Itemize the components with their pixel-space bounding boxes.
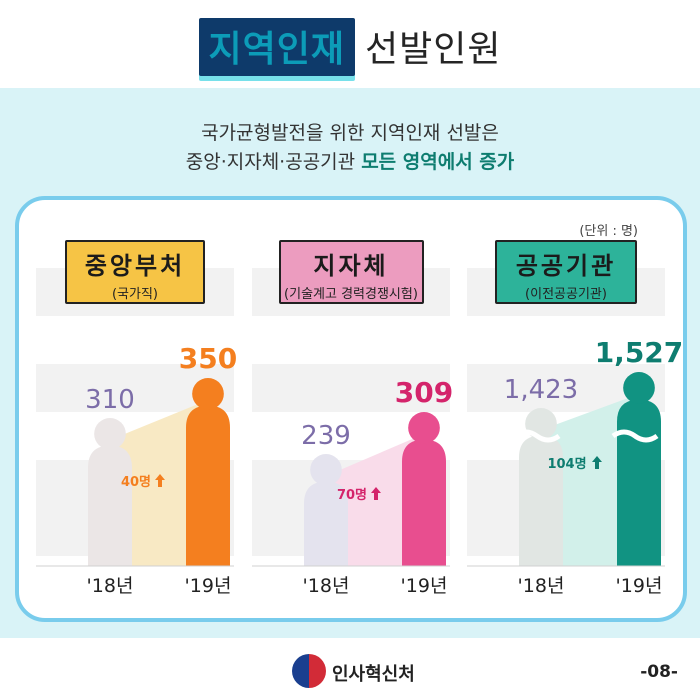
chart-panel — [467, 268, 665, 616]
grid-stripe — [36, 508, 234, 556]
chart-title: 지자체 — [313, 252, 389, 280]
page-title: 지역인재 선발인원 — [0, 18, 700, 76]
taegeuk-logo-icon — [292, 654, 326, 688]
chart-subtitle: (기술계고 경력경쟁시험) — [284, 287, 418, 302]
org-name: 인사혁신처 — [332, 664, 415, 685]
chart-subtitle: (국가직) — [111, 287, 159, 302]
grid-stripe — [252, 364, 450, 412]
chart-title-box: 공공기관 (이전공공기관) — [495, 240, 637, 304]
chart-title-box: 지자체 (기술계고 경력경쟁시험) — [278, 240, 424, 304]
chart-title: 공공기관 — [515, 252, 617, 280]
grid-stripe — [36, 460, 234, 508]
grid-stripe — [467, 364, 665, 412]
intro-line-2-plain: 중앙·지자체·공공기관 — [185, 151, 356, 173]
chart-title-box: 중앙부처 (국가직) — [65, 240, 205, 304]
unit-label: (단위 : 명) — [579, 224, 638, 239]
chart-title: 중앙부처 — [84, 252, 186, 280]
chart-panel — [252, 268, 450, 616]
grid-stripe — [252, 508, 450, 556]
title-rest: 선발인원 — [365, 29, 502, 70]
header: 지역인재 선발인원 — [0, 0, 700, 88]
intro-line-1: 국가균형발전을 위한 지역인재 선발은 — [201, 122, 499, 144]
footer: 인사혁신처 -08- — [0, 648, 700, 700]
grid-stripe — [467, 508, 665, 556]
grid-stripe — [252, 460, 450, 508]
intro-line-2: 중앙·지자체·공공기관 모든 영역에서 증가 — [0, 147, 700, 174]
grid-stripe — [467, 460, 665, 508]
grid-stripe — [36, 364, 234, 412]
chart-subtitle: (이전공공기관) — [525, 287, 607, 302]
intro-line-2-emphasis: 모든 영역에서 증가 — [361, 151, 515, 173]
page-number: -08- — [640, 662, 678, 682]
title-highlight: 지역인재 — [198, 18, 355, 76]
chart-panel — [36, 268, 234, 616]
